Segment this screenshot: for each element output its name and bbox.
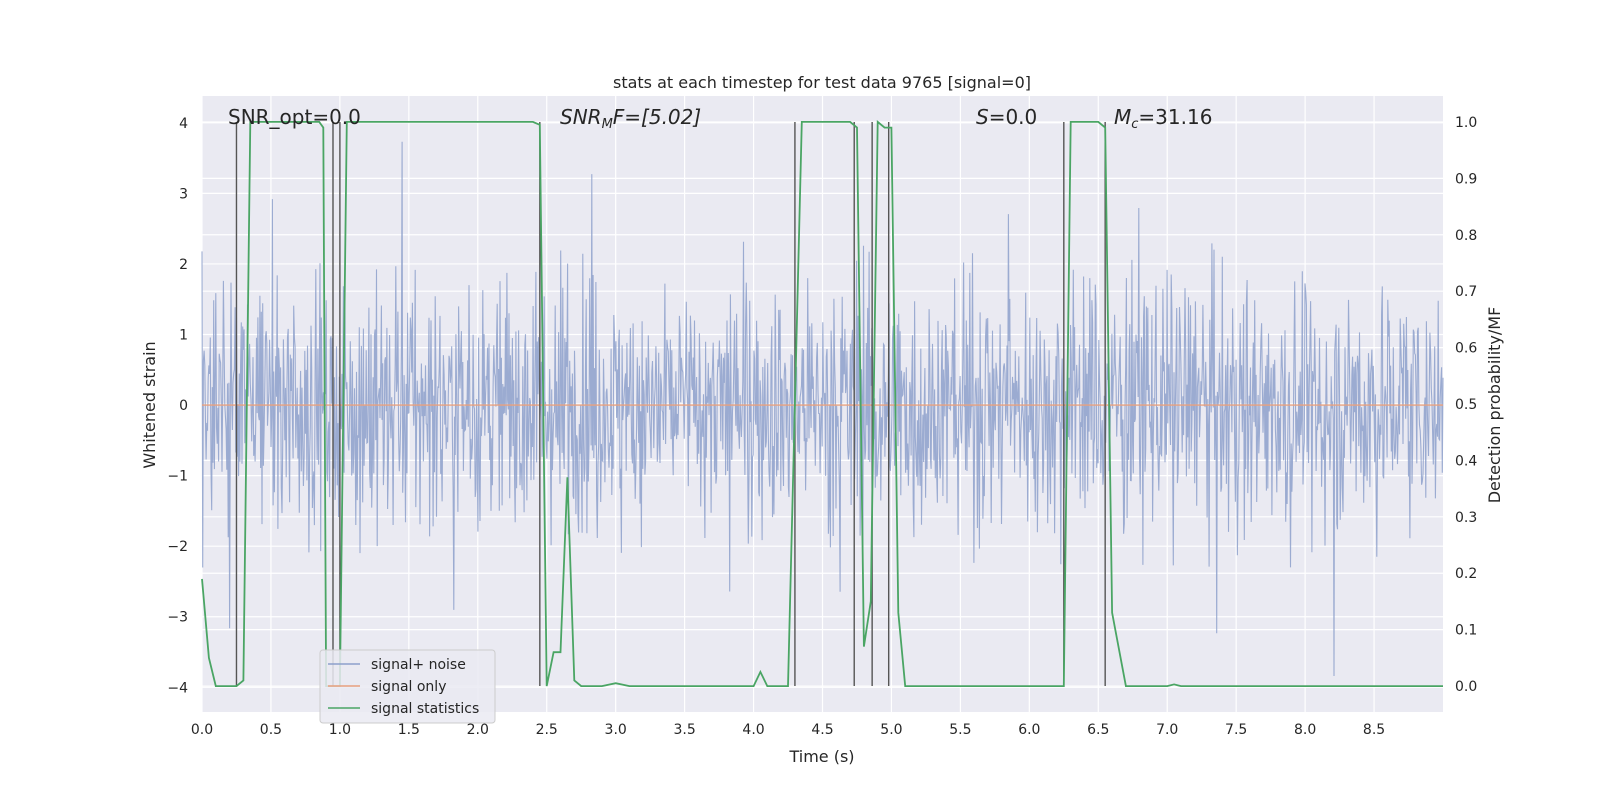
y-right-axis-label: Detection probability/MF	[1485, 307, 1504, 504]
y-right-tick-label: 0.8	[1455, 228, 1477, 244]
snr-mf-annotation: SNRMF=[5.02]	[560, 105, 701, 132]
y-left-tick-label: 1	[179, 327, 188, 343]
y-left-tick-label: 3	[179, 186, 188, 202]
x-tick-label: 1.5	[398, 722, 420, 738]
y-right-tick-label: 0.2	[1455, 566, 1477, 582]
y-left-tick-label: 0	[179, 398, 188, 414]
s-annotation: S=0.0	[976, 105, 1037, 129]
y-right-tick-label: 0.4	[1455, 453, 1477, 469]
x-tick-label: 5.0	[880, 722, 902, 738]
y-left-axis-ticks: −4 −3 −2 −1 0 1 2 3 4	[167, 116, 188, 696]
y-left-tick-label: −3	[167, 610, 188, 626]
x-tick-label: 4.0	[742, 722, 764, 738]
x-tick-label: 8.0	[1294, 722, 1316, 738]
x-tick-label: 1.0	[329, 722, 351, 738]
x-tick-label: 3.5	[673, 722, 695, 738]
x-tick-label: 3.0	[605, 722, 627, 738]
x-tick-label: 0.5	[260, 722, 282, 738]
x-axis-label: Time (s)	[788, 747, 854, 766]
y-left-tick-label: 2	[179, 257, 188, 273]
y-right-tick-label: 1.0	[1455, 115, 1477, 131]
signal-statistics-line	[201, 120, 1443, 687]
y-left-tick-label: −1	[167, 469, 188, 485]
x-tick-label: 6.5	[1087, 722, 1109, 738]
x-tick-label: 2.5	[536, 722, 558, 738]
mc-annotation: Mc=31.16	[1114, 105, 1212, 132]
x-tick-label: 4.5	[811, 722, 833, 738]
y-right-tick-label: 0.9	[1455, 171, 1477, 187]
y-left-tick-label: 4	[179, 116, 188, 132]
legend-box	[319, 649, 496, 724]
x-tick-label: 0.0	[191, 722, 213, 738]
y-right-tick-label: 0.0	[1455, 679, 1477, 695]
y-right-tick-label: 0.1	[1455, 623, 1477, 639]
legend-label-signal-only: signal only	[371, 679, 446, 695]
signal-noise-series	[201, 141, 1444, 677]
x-tick-label: 7.5	[1225, 722, 1247, 738]
x-tick-label: 5.5	[949, 722, 971, 738]
signal-noise-line	[201, 141, 1444, 677]
snr-opt-annotation: SNR_opt=0.0	[228, 105, 361, 129]
y-left-tick-label: −4	[167, 680, 188, 696]
legend-label-signal-noise: signal+ noise	[371, 657, 466, 673]
y-right-tick-label: 0.5	[1455, 397, 1477, 413]
x-tick-label: 2.0	[467, 722, 489, 738]
y-right-tick-label: 0.6	[1455, 341, 1477, 357]
x-tick-label: 8.5	[1363, 722, 1385, 738]
y-left-axis-label: Whitened strain	[140, 341, 159, 468]
x-axis-ticks: 0.0 0.5 1.0 1.5 2.0 2.5 3.0 3.5 4.0 4.5 5.0 5.5 6.0 6…	[191, 722, 1385, 738]
signal-statistics-series	[201, 120, 1443, 687]
legend: signal+ noise signal only signal statist…	[319, 649, 496, 724]
y-right-axis-ticks: 0.0 0.1 0.2 0.3 0.4 0.5 0.6 0.7 0.8 0.9 1.0	[1455, 115, 1477, 695]
y-left-tick-label: −2	[167, 539, 188, 555]
y-right-tick-label: 0.3	[1455, 510, 1477, 526]
y-right-tick-label: 0.7	[1455, 284, 1477, 300]
legend-label-signal-statistics: signal statistics	[371, 701, 479, 717]
x-tick-label: 6.0	[1018, 722, 1040, 738]
x-tick-label: 7.0	[1156, 722, 1178, 738]
chart-title: stats at each timestep for test data 976…	[613, 73, 1031, 92]
